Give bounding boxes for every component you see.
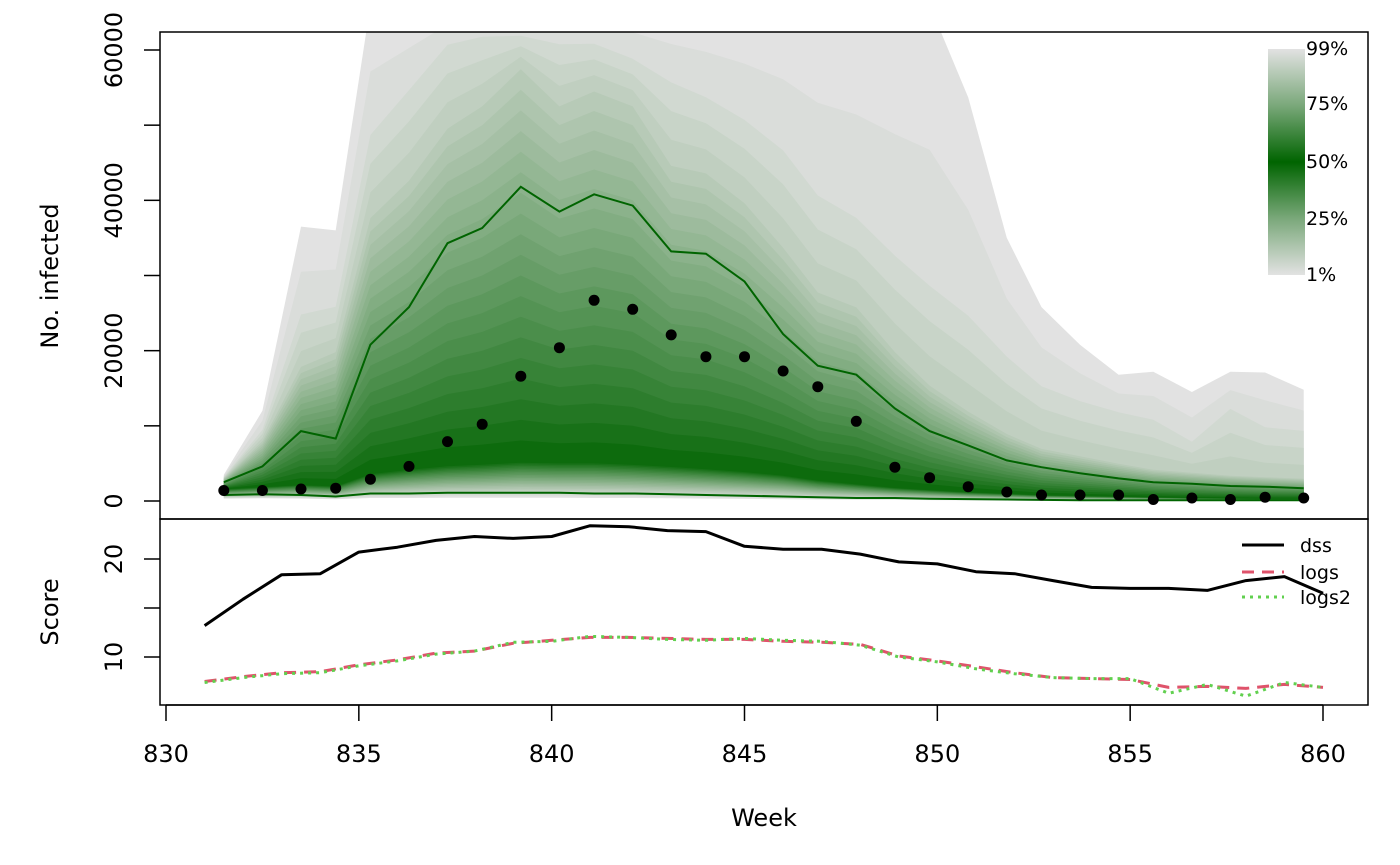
colorbar-label-99: 99%	[1306, 38, 1348, 60]
observed-point	[588, 294, 600, 306]
bottom-y-tick-label: 20	[100, 544, 128, 575]
observed-point	[850, 415, 862, 427]
bottom-y-axis-label: Score	[36, 578, 64, 645]
score-lines	[203, 524, 1324, 698]
x-axis-label: Week	[731, 804, 797, 832]
observed-point	[812, 381, 824, 393]
observed-point	[665, 329, 677, 341]
observed-point	[962, 481, 974, 493]
score-legend: dss logs logs2	[1242, 535, 1351, 609]
x-tick-label: 860	[1300, 740, 1346, 768]
observed-point	[553, 342, 565, 354]
observed-point	[1147, 494, 1159, 505]
x-tick-label: 845	[722, 740, 768, 768]
observed-point	[1113, 489, 1125, 501]
fan-quantile-lines	[223, 185, 1304, 502]
x-tick-label: 830	[143, 740, 189, 768]
top-y-axis: 0 20000 40000 60000	[100, 12, 160, 509]
colorbar-legend: 99% 75% 50% 25% 1%	[1268, 38, 1348, 286]
observed-point	[924, 472, 936, 484]
x-tick-label: 835	[336, 740, 382, 768]
fan-bands	[223, 32, 1304, 501]
observed-point	[1259, 491, 1271, 503]
observed-points	[218, 294, 1310, 505]
score-panel: 10 20 830 835 840 845 850 855 860 Score Week ds…	[36, 518, 1369, 832]
top-y-tick-label: 60000	[100, 12, 128, 88]
observed-point	[295, 483, 307, 495]
colorbar-label-75: 75%	[1306, 93, 1348, 115]
observed-point	[403, 460, 415, 472]
colorbar-label-25: 25%	[1306, 208, 1348, 230]
observed-point	[627, 303, 639, 315]
observed-point	[739, 351, 750, 363]
observed-point	[476, 418, 488, 430]
observed-point	[1298, 492, 1310, 504]
observed-point	[256, 485, 268, 496]
colorbar-label-50: 50%	[1306, 151, 1348, 173]
observed-point	[330, 482, 342, 494]
bottom-y-axis: 10 20	[100, 544, 160, 673]
top-y-tick-label: 40000	[100, 162, 128, 238]
fan-line-high	[223, 185, 1304, 490]
fan-chart-panel: 0 20000 40000 60000 No. infected 99% 75% 50…	[36, 12, 1369, 520]
legend-label-dss: dss	[1300, 535, 1332, 557]
x-tick-label: 850	[914, 740, 960, 768]
colorbar-label-1: 1%	[1306, 264, 1336, 286]
observed-point	[1036, 489, 1047, 501]
observed-point	[889, 461, 901, 473]
observed-point	[218, 485, 230, 496]
legend-label-logs2: logs2	[1300, 587, 1351, 609]
bottom-y-tick-label: 10	[100, 642, 128, 673]
x-axis: 830 835 840 845 850 855 860	[143, 704, 1346, 768]
score-line-dss	[203, 524, 1324, 627]
observed-point	[515, 370, 527, 382]
fan-band-1	[223, 440, 1304, 499]
legend-label-logs: logs	[1300, 562, 1339, 584]
x-tick-label: 855	[1107, 740, 1153, 768]
observed-point	[1001, 486, 1013, 498]
colorbar-ramp	[1268, 49, 1305, 275]
observed-point	[1224, 494, 1236, 505]
top-y-axis-label: No. infected	[36, 203, 64, 348]
top-y-tick-label: 20000	[100, 313, 128, 389]
observed-point	[1186, 492, 1198, 504]
observed-point	[442, 436, 453, 448]
observed-point	[777, 365, 789, 377]
observed-point	[700, 351, 712, 363]
observed-point	[1074, 489, 1086, 501]
score-line-logs2	[204, 634, 1324, 698]
x-tick-label: 840	[529, 740, 575, 768]
fan-line-low	[223, 491, 1304, 502]
observed-point	[364, 473, 376, 485]
top-y-tick-label: 0	[100, 493, 128, 508]
fan-band-2	[223, 419, 1304, 499]
